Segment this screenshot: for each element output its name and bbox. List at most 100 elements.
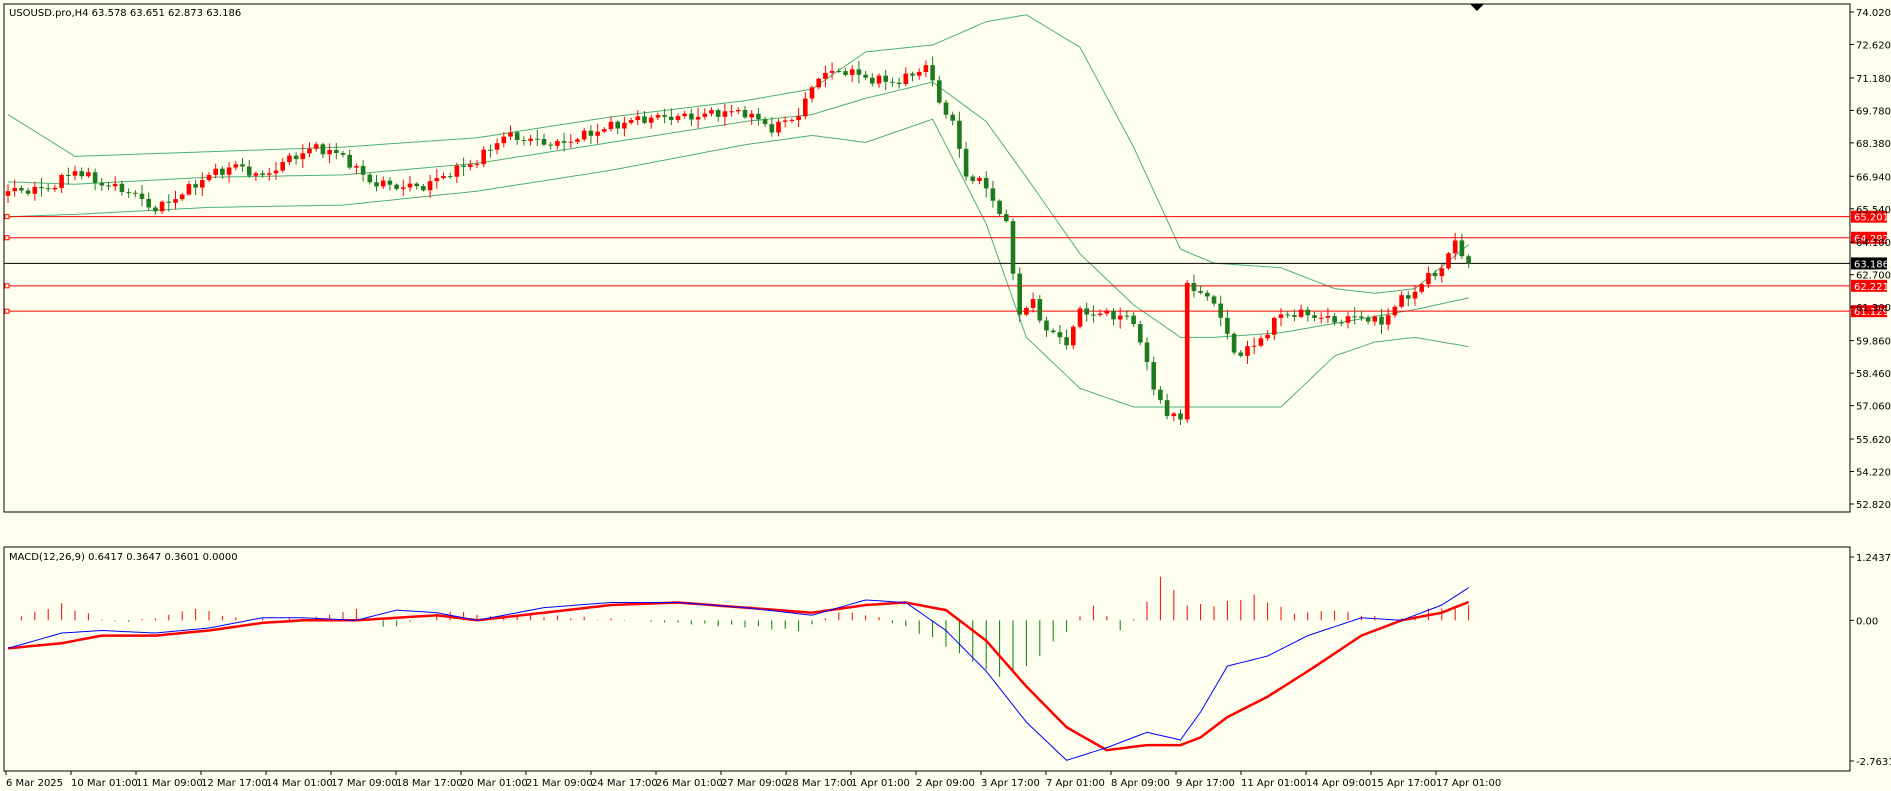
candle-body bbox=[1191, 282, 1197, 292]
candle-body bbox=[139, 193, 145, 199]
candle-body bbox=[602, 129, 607, 132]
candle-body bbox=[508, 132, 513, 137]
candle-body bbox=[829, 71, 835, 73]
candle-body bbox=[715, 110, 721, 117]
candle-body bbox=[1218, 303, 1223, 318]
time-tick-label: 17 Mar 09:00 bbox=[331, 778, 398, 789]
chart-shift-marker-icon[interactable] bbox=[1470, 4, 1484, 11]
candle-body bbox=[756, 113, 761, 120]
candle-body bbox=[253, 173, 259, 176]
candle-body bbox=[1359, 316, 1364, 318]
candle-body bbox=[796, 116, 801, 120]
candle-body bbox=[340, 153, 346, 155]
time-tick-label: 12 Mar 17:00 bbox=[201, 778, 268, 789]
candle-body bbox=[32, 186, 38, 194]
candle-body bbox=[1265, 334, 1270, 339]
candle-body bbox=[441, 176, 446, 179]
candle-body bbox=[963, 148, 969, 177]
candle-body bbox=[92, 172, 98, 183]
time-tick-label: 18 Mar 17:00 bbox=[396, 778, 463, 789]
candle-body bbox=[300, 153, 306, 160]
candle-body bbox=[1164, 400, 1170, 417]
candle-body bbox=[414, 183, 419, 187]
candle-body bbox=[206, 174, 212, 181]
candle-body bbox=[273, 170, 279, 174]
candle-body bbox=[1111, 311, 1116, 320]
price-tick-label: 66.940 bbox=[1856, 172, 1891, 183]
price-tick-label: 68.380 bbox=[1856, 139, 1891, 150]
time-tick-label: 9 Apr 17:00 bbox=[1176, 778, 1235, 789]
candle-body bbox=[461, 165, 466, 167]
price-tick-label: 72.620 bbox=[1856, 40, 1891, 51]
price-tick-label: 64.100 bbox=[1856, 238, 1891, 249]
candle-body bbox=[689, 113, 694, 120]
candle-body bbox=[354, 165, 359, 168]
level-price-label: 64.292 bbox=[1854, 234, 1889, 245]
candle-body bbox=[1030, 299, 1036, 308]
candle-body bbox=[481, 149, 486, 165]
candle-body bbox=[990, 188, 996, 201]
price-pane[interactable]: 65.201 64.292 62.221 61.129 63.186 74.020 72.… bbox=[3, 3, 1891, 513]
candle-body bbox=[903, 73, 909, 85]
candle-body bbox=[72, 171, 78, 176]
candle-body bbox=[555, 141, 560, 146]
candle-body bbox=[749, 113, 754, 118]
candle-body bbox=[762, 119, 768, 125]
candle-body bbox=[1158, 389, 1163, 401]
macd-line bbox=[7, 587, 1469, 761]
candle-body bbox=[66, 174, 71, 176]
candle-body bbox=[870, 77, 875, 84]
macd-tick-label: -2.7631 bbox=[1856, 757, 1891, 768]
macd-lines bbox=[7, 587, 1470, 761]
candle-body bbox=[1044, 320, 1049, 331]
candle-body bbox=[1091, 314, 1096, 316]
price-tick-label: 61.300 bbox=[1856, 303, 1891, 314]
price-tick-label: 57.060 bbox=[1856, 402, 1891, 413]
candle-body bbox=[729, 111, 734, 113]
candle-body bbox=[1352, 316, 1357, 318]
candle-body bbox=[1198, 291, 1203, 293]
candle-body bbox=[1379, 316, 1384, 325]
candle-body bbox=[1412, 291, 1418, 299]
time-tick-label: 7 Apr 01:00 bbox=[1046, 778, 1105, 789]
candle-body bbox=[334, 149, 339, 154]
candle-body bbox=[213, 168, 218, 175]
candle-body bbox=[514, 132, 520, 140]
candle-body bbox=[1024, 307, 1029, 315]
level-handle-icon bbox=[4, 235, 10, 241]
candle-body bbox=[1184, 282, 1190, 420]
candle-body bbox=[1004, 214, 1009, 222]
candle-body bbox=[1205, 292, 1210, 297]
candle-body bbox=[1057, 332, 1063, 338]
time-tick-label: 11 Apr 01:00 bbox=[1241, 778, 1306, 789]
candle-body bbox=[675, 116, 681, 120]
candle-body bbox=[1432, 272, 1438, 277]
horizontal-levels[interactable]: 65.201 64.292 62.221 61.129 63.186 bbox=[4, 210, 1889, 319]
candle-body bbox=[1117, 315, 1123, 320]
candle-body bbox=[347, 154, 352, 168]
candle-body bbox=[709, 110, 714, 114]
time-tick-label: 10 Mar 01:00 bbox=[71, 778, 138, 789]
candle-body bbox=[39, 186, 44, 189]
candle-body bbox=[468, 164, 473, 167]
candle-body bbox=[1178, 413, 1183, 420]
time-tick-label: 20 Mar 01:00 bbox=[461, 778, 528, 789]
level-price-label: 62.221 bbox=[1854, 282, 1889, 293]
candle-body bbox=[957, 120, 962, 149]
candle-body bbox=[803, 98, 808, 117]
macd-pane[interactable]: 1.2437 0.00 -2.7631 MACD(12,26,9) 0.6417 0… bbox=[3, 546, 1891, 772]
candle-body bbox=[494, 143, 500, 150]
candle-body bbox=[447, 176, 453, 178]
candle-body bbox=[1050, 330, 1056, 333]
candle-body bbox=[1272, 317, 1277, 335]
candle-body bbox=[1332, 316, 1337, 323]
candle-body bbox=[1245, 346, 1250, 356]
level-price-label: 61.129 bbox=[1854, 307, 1889, 318]
candle-body bbox=[1419, 284, 1424, 292]
candle-body bbox=[5, 191, 11, 196]
price-tick-label: 54.220 bbox=[1856, 468, 1891, 479]
candle-body bbox=[1446, 253, 1451, 269]
candle-body bbox=[387, 180, 393, 185]
